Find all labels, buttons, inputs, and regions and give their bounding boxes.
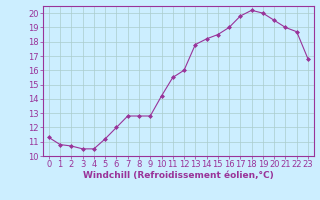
X-axis label: Windchill (Refroidissement éolien,°C): Windchill (Refroidissement éolien,°C) <box>83 171 274 180</box>
